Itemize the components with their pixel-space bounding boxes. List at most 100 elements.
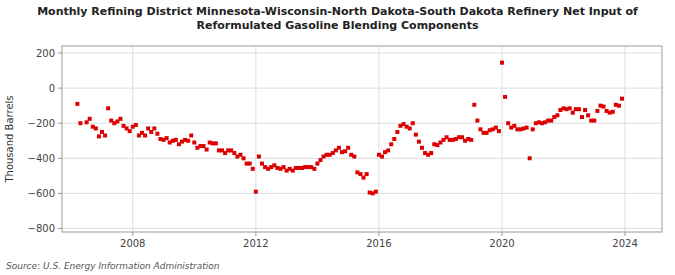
point [254, 190, 258, 194]
point [592, 119, 596, 123]
x-tick [502, 232, 503, 236]
y-grid-line [62, 123, 662, 124]
point [380, 155, 384, 159]
point [318, 158, 322, 162]
point [389, 142, 393, 146]
point [586, 113, 590, 117]
title: Monthly Refining District Minnesota-Wisc… [37, 5, 638, 32]
point [531, 127, 535, 131]
point [617, 104, 621, 108]
y-tick [58, 88, 62, 89]
point [346, 146, 350, 150]
point [214, 141, 218, 145]
y-tick [58, 53, 62, 54]
point [242, 156, 246, 160]
y-tick [58, 193, 62, 194]
point [460, 135, 464, 139]
x-grid-line [625, 46, 626, 232]
point [315, 162, 319, 166]
point [143, 133, 147, 137]
x-tick-label: 2024 [612, 238, 637, 249]
point [506, 121, 510, 125]
x-grid-line [378, 46, 379, 232]
point [503, 95, 507, 99]
point [580, 115, 584, 119]
point [78, 121, 82, 125]
y-tick-label: −200 [28, 118, 55, 129]
x-grid-line [132, 46, 133, 232]
page: {"chart_data": { "type": "scatter", "tit… [0, 0, 675, 275]
y-tick [58, 123, 62, 124]
point [94, 126, 98, 130]
point [106, 106, 110, 110]
point [417, 140, 421, 144]
title-line: Reformulated Gasoline Blending Component… [197, 19, 479, 32]
point [494, 126, 498, 130]
point [202, 144, 206, 148]
y-tick [58, 158, 62, 159]
point [362, 176, 366, 180]
y-tick [58, 228, 62, 229]
point [352, 155, 356, 159]
point [386, 148, 390, 152]
point [392, 137, 396, 141]
point [500, 61, 504, 65]
data-points [75, 61, 624, 196]
y-tick-label: −400 [28, 153, 55, 164]
point [595, 109, 599, 113]
point [337, 146, 341, 150]
point [602, 105, 606, 109]
chart: Monthly Refining District Minnesota-Wisc… [0, 0, 675, 275]
y-axis-label: Thousand Barrels [4, 95, 15, 183]
point [611, 110, 615, 114]
point [577, 107, 581, 111]
point [411, 121, 415, 125]
point [165, 136, 169, 140]
x-grid-line [502, 46, 503, 232]
x-tick-label: 2012 [243, 238, 268, 249]
point [512, 124, 516, 128]
point [374, 190, 378, 194]
y-tick-label: −600 [28, 188, 55, 199]
point [152, 126, 156, 130]
point [549, 119, 553, 123]
point [358, 172, 362, 176]
y-grid-line [62, 53, 662, 54]
point [103, 133, 107, 137]
x-tick-label: 2008 [120, 238, 145, 249]
point [472, 103, 476, 107]
point [365, 172, 369, 176]
x-tick-label: 2020 [489, 238, 514, 249]
point [232, 151, 236, 155]
point [414, 133, 418, 137]
x-tick [255, 232, 256, 236]
y-grid-line [62, 158, 662, 159]
x-grid-line [255, 46, 256, 232]
plot-frame [62, 46, 662, 232]
title-line: Monthly Refining District Minnesota-Wisc… [37, 5, 638, 18]
point [395, 130, 399, 134]
point [146, 126, 150, 130]
point [555, 113, 559, 117]
point [478, 127, 482, 131]
point [97, 134, 101, 138]
point [118, 117, 122, 121]
point [75, 102, 79, 106]
point [85, 120, 89, 124]
grid [62, 46, 662, 232]
point [251, 167, 255, 171]
point [420, 146, 424, 150]
point [475, 119, 479, 123]
point [408, 126, 412, 130]
point [528, 156, 532, 160]
point [429, 151, 433, 155]
point [469, 138, 473, 142]
point [174, 138, 178, 142]
point [189, 133, 193, 137]
point [205, 148, 209, 152]
point [88, 117, 92, 121]
point [583, 108, 587, 112]
y-tick-label: −800 [28, 223, 55, 234]
point [312, 167, 316, 171]
annotation: Source: U.S. Energy Information Administ… [6, 261, 220, 271]
